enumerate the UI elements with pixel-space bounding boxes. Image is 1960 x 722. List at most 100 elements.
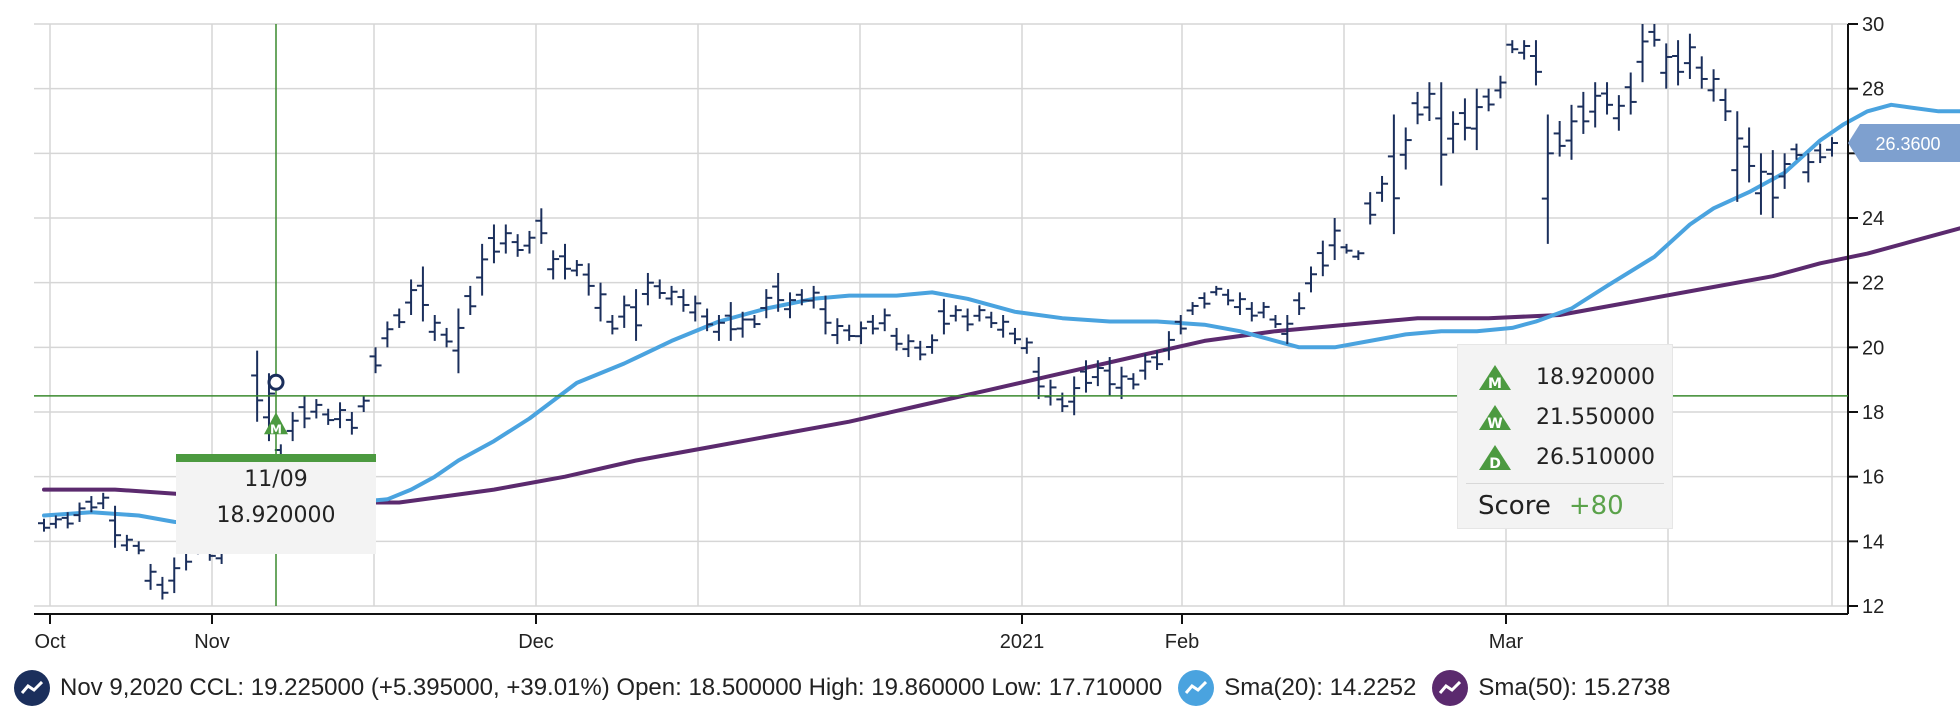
ohlc-bar: [606, 315, 619, 335]
ohlc-bar: [961, 308, 974, 332]
ohlc-bar: [582, 263, 595, 296]
ohlc-bar: [547, 250, 560, 280]
ohlc-bar: [1376, 175, 1389, 202]
ohlc-bar: [1423, 82, 1436, 121]
sma20-icon: [1178, 670, 1215, 706]
legend-sma20-text: Sma(20): 14.2252: [1224, 674, 1417, 701]
ohlc-bar: [1683, 33, 1696, 79]
ohlc-bar: [701, 308, 714, 332]
monthly-signal-letter: M: [270, 422, 282, 436]
tooltip-date: 11/09: [244, 467, 308, 492]
ohlc-bar: [760, 289, 773, 319]
monthly-value: 18.920000: [1536, 364, 1655, 390]
ohlc-bar: [819, 295, 832, 335]
ohlc-bar: [1435, 82, 1448, 186]
x-tick-label: Dec: [518, 631, 554, 653]
ohlc-bar: [1316, 240, 1329, 277]
ohlc-bar: [831, 318, 844, 345]
legend-ccl[interactable]: Nov 9,2020 CCL: 19.225000 (+5.395000, +3…: [14, 670, 1162, 706]
ohlc-bar: [665, 285, 678, 306]
ohlc-bar: [476, 243, 489, 296]
ohlc-bar: [1589, 82, 1602, 128]
daily-value: 26.510000: [1536, 444, 1655, 470]
ohlc-bar: [570, 260, 583, 277]
legend-sma50[interactable]: Sma(50): 15.2738: [1432, 670, 1670, 706]
ohlc-bar: [1103, 357, 1116, 396]
ccl-series-icon: [14, 670, 50, 706]
ohlc-bar: [1802, 153, 1815, 183]
ohlc-bar: [1304, 266, 1317, 293]
ohlc-bar: [381, 321, 394, 348]
legend-sma20[interactable]: Sma(20): 14.2252: [1178, 670, 1416, 706]
ohlc-bar: [1020, 337, 1033, 354]
ohlc-bar: [772, 272, 785, 312]
ohlc-bar: [1387, 114, 1400, 235]
ohlc-bar: [1790, 143, 1803, 160]
ohlc-bar: [973, 305, 986, 322]
ohlc-bar: [783, 292, 796, 319]
ohlc-bar: [712, 315, 725, 341]
ohlc-bar: [1624, 72, 1637, 115]
ohlc-bar: [109, 505, 122, 548]
ohlc-bar: [949, 305, 962, 322]
ohlc-bar: [926, 334, 939, 354]
ohlc-bar: [1731, 111, 1744, 202]
sma50-icon: [1432, 670, 1469, 706]
daily-triangle-icon: D: [1478, 443, 1512, 471]
ohlc-bar: [724, 302, 737, 341]
ohlc-bar: [49, 515, 62, 529]
ohlc-bar: [97, 492, 110, 509]
ohlc-bar: [1281, 315, 1294, 345]
ohlc-bar: [1695, 56, 1708, 89]
ohlc-bar: [1127, 373, 1140, 390]
ohlc-bar: [1447, 111, 1460, 154]
ohlc-bar: [1080, 360, 1093, 393]
axes: 12141618202224262830OctNovDec2021FebMar: [34, 14, 1884, 653]
x-tick-label: Oct: [34, 631, 66, 653]
ohlc-bar: [1328, 218, 1341, 261]
y-tick-label: 28: [1862, 79, 1884, 101]
legend-main-text: Nov 9,2020 CCL: 19.225000 (+5.395000, +3…: [60, 674, 1163, 701]
ohlc-bar: [393, 308, 406, 328]
y-tick-label: 20: [1862, 337, 1884, 359]
ohlc-bars: [38, 24, 1838, 600]
ohlc-bar: [1766, 150, 1779, 218]
legend-bar: Nov 9,2020 CCL: 19.225000 (+5.395000, +3…: [14, 668, 1686, 708]
ohlc-bar: [156, 576, 169, 600]
ohlc-bar: [1754, 153, 1767, 215]
ohlc-bar: [594, 282, 607, 322]
ohlc-bar: [345, 412, 358, 435]
ohlc-bar: [902, 334, 915, 358]
ohlc-bar: [1565, 104, 1578, 160]
ohlc-bar: [1707, 69, 1720, 102]
y-tick-label: 18: [1862, 402, 1884, 424]
ohlc-bar: [1577, 91, 1590, 134]
ohlc-bar: [251, 350, 264, 422]
ohlc-bar: [855, 321, 868, 345]
ohlc-bar: [1245, 302, 1258, 322]
ohlc-bar: [997, 315, 1010, 338]
price-chart[interactable]: 12141618202224262830OctNovDec2021FebMar …: [0, 0, 1960, 665]
ohlc-bar: [914, 340, 927, 361]
score-value: +80: [1568, 491, 1624, 521]
ohlc-bar: [653, 279, 666, 299]
ohlc-bar: [73, 502, 86, 522]
ohlc-bar: [937, 298, 950, 335]
ohlc-bar: [1601, 82, 1614, 115]
ohlc-bar: [795, 289, 808, 306]
ohlc-bar: [677, 289, 690, 312]
sma20-path: [42, 102, 1960, 528]
ohlc-bar: [1672, 40, 1685, 86]
ohlc-bar: [1612, 95, 1625, 131]
ohlc-bar: [286, 412, 299, 442]
ohlc-bar: [736, 311, 749, 338]
ohlc-bar: [132, 541, 145, 555]
ohlc-bar: [1364, 192, 1377, 225]
monthly-triangle-icon: M: [1478, 363, 1512, 391]
svg-text:D: D: [1489, 456, 1501, 471]
ohlc-bar: [559, 243, 572, 280]
ohlc-bar: [322, 408, 335, 425]
ohlc-bar: [618, 295, 631, 328]
legend-sma50-text: Sma(50): 15.2738: [1478, 674, 1671, 701]
ohlc-bar: [499, 224, 512, 254]
